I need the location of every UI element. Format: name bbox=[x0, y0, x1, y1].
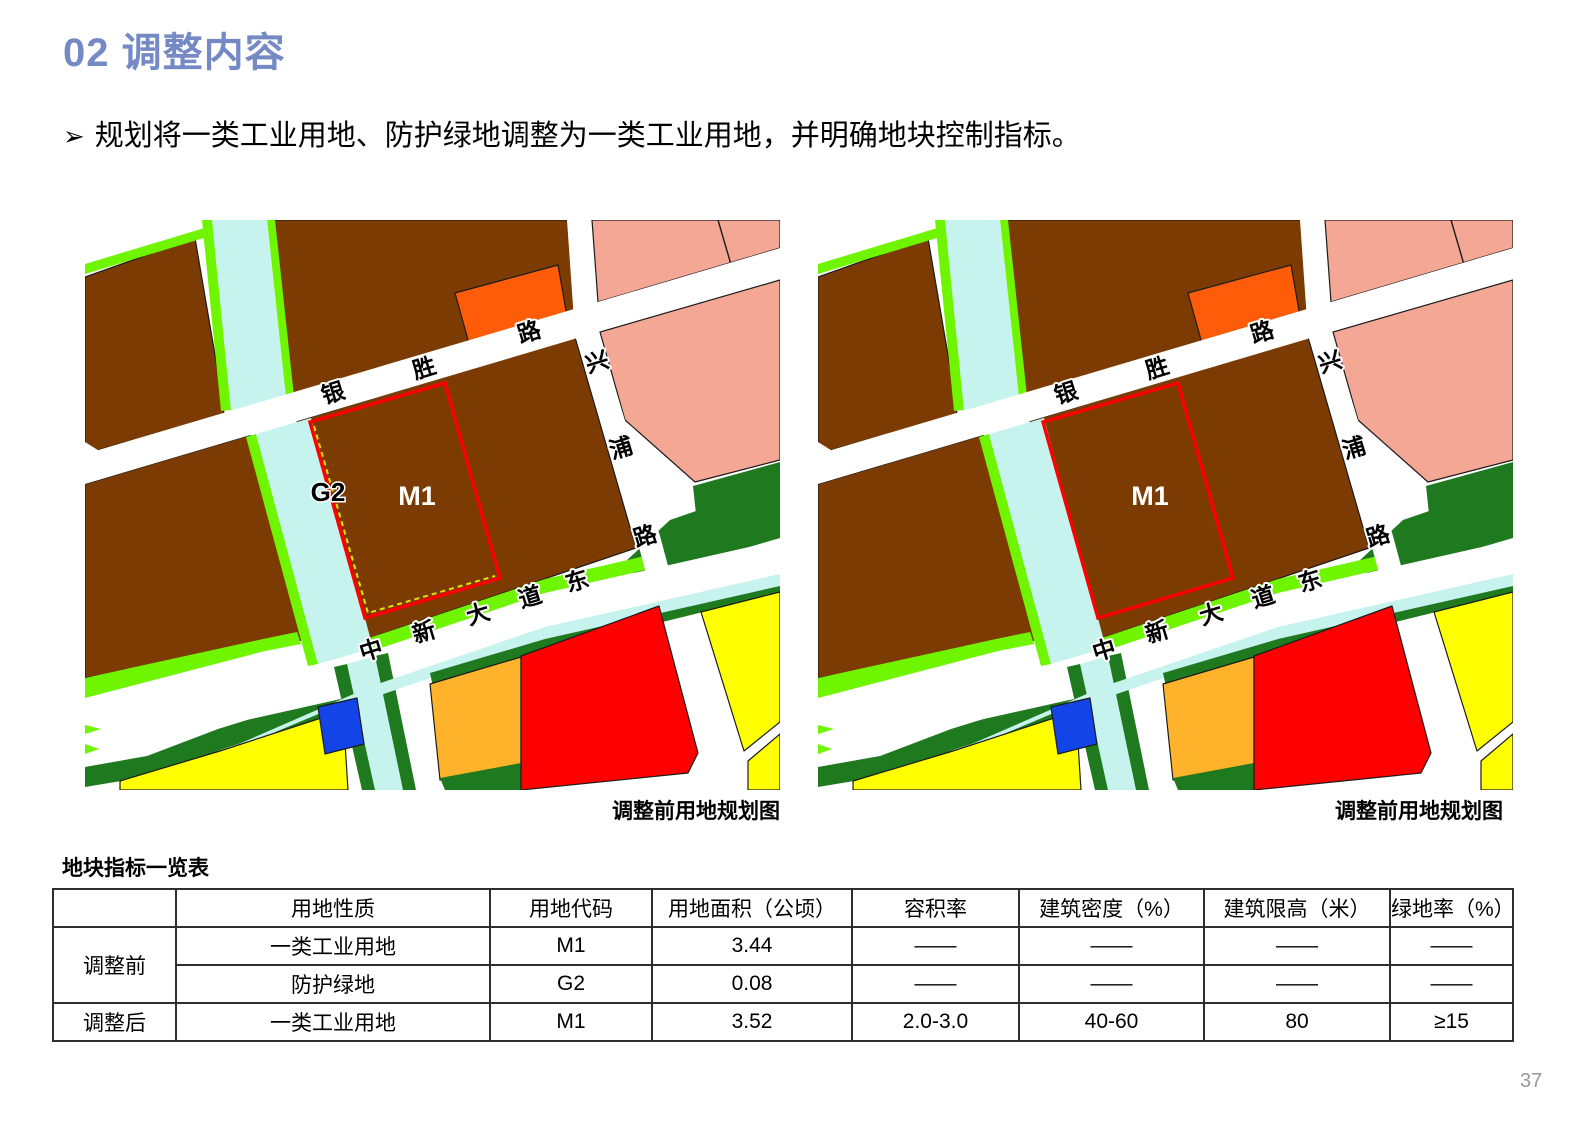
cell-group-after: 调整后 bbox=[52, 1002, 177, 1042]
header-blank bbox=[52, 888, 177, 928]
table-row: 调整前 一类工业用地 M1 3.44 —— —— —— —— bbox=[52, 926, 1514, 1004]
g2-zone-label: G2 bbox=[311, 477, 346, 507]
cell-far: —— bbox=[851, 926, 1020, 966]
m1-zone-label: M1 bbox=[398, 481, 436, 511]
header-use-code: 用地代码 bbox=[489, 888, 653, 928]
header-height-limit: 建筑限高（米） bbox=[1203, 888, 1391, 928]
cell-area: 0.08 bbox=[651, 964, 853, 1004]
cell-area: 3.52 bbox=[651, 1002, 853, 1042]
bullet-line: ➢ 规划将一类工业用地、防护绿地调整为一类工业用地，并明确地块控制指标。 bbox=[63, 112, 1081, 154]
cell-green: —— bbox=[1389, 926, 1514, 966]
cell-green: ≥15 bbox=[1389, 1002, 1514, 1042]
g2-boundary-dashed-line bbox=[313, 425, 496, 615]
table-row: 调整后 一类工业用地 M1 3.52 2.0-3.0 40-60 80 ≥15 bbox=[52, 1002, 1514, 1042]
m1-zone-label: M1 bbox=[1131, 481, 1169, 511]
cell-density: —— bbox=[1018, 926, 1205, 966]
cell-density: —— bbox=[1018, 964, 1205, 1004]
bullet-text: 规划将一类工业用地、防护绿地调整为一类工业用地，并明确地块控制指标。 bbox=[94, 120, 1081, 152]
map-after-svg: 银 胜 路 兴 浦 路 中 新 大 道 东 M1 bbox=[818, 220, 1513, 790]
cell-code: M1 bbox=[489, 926, 653, 966]
cell-code: G2 bbox=[489, 964, 653, 1004]
cell-far: 2.0-3.0 bbox=[851, 1002, 1020, 1042]
header-far: 容积率 bbox=[851, 888, 1020, 928]
cell-density: 40-60 bbox=[1018, 1002, 1205, 1042]
page-title: 02 调整内容 bbox=[63, 31, 286, 75]
header-area: 用地面积（公顷） bbox=[651, 888, 853, 928]
cell-height: —— bbox=[1203, 964, 1391, 1004]
table-title: 地块指标一览表 bbox=[62, 857, 209, 880]
table-row: 防护绿地 G2 0.08 —— —— —— —— bbox=[53, 964, 1514, 1004]
bullet-arrow-icon: ➢ bbox=[63, 121, 85, 151]
indicator-table: 用地性质 用地代码 用地面积（公顷） 容积率 建筑密度（%） 建筑限高（米） 绿… bbox=[52, 888, 1515, 1042]
table-header-row: 用地性质 用地代码 用地面积（公顷） 容积率 建筑密度（%） 建筑限高（米） 绿… bbox=[52, 888, 1515, 928]
map-before-svg: 银 胜 路 兴 浦 路 中 新 大 道 东 G2 M1 bbox=[85, 220, 780, 790]
cell-far: —— bbox=[851, 964, 1020, 1004]
page-number: 37 bbox=[1520, 1070, 1543, 1092]
map-before-adjustment: 银 胜 路 兴 浦 路 中 新 大 道 东 G2 M1 bbox=[85, 220, 780, 790]
cell-use: 一类工业用地 bbox=[175, 926, 491, 966]
cell-area: 3.44 bbox=[651, 926, 853, 966]
map-caption-left: 调整前用地规划图 bbox=[612, 800, 780, 823]
header-density: 建筑密度（%） bbox=[1018, 888, 1205, 928]
cell-group-before: 调整前 bbox=[52, 926, 177, 1004]
header-green-rate: 绿地率（%） bbox=[1389, 888, 1515, 928]
cell-use: 一类工业用地 bbox=[175, 1002, 491, 1042]
cell-green: —— bbox=[1389, 964, 1514, 1004]
cell-code: M1 bbox=[489, 1002, 653, 1042]
cell-use: 防护绿地 bbox=[175, 964, 491, 1004]
map-after-adjustment: 银 胜 路 兴 浦 路 中 新 大 道 东 M1 bbox=[818, 220, 1513, 790]
cell-height: —— bbox=[1203, 926, 1391, 966]
cell-height: 80 bbox=[1203, 1002, 1391, 1042]
header-use-nature: 用地性质 bbox=[175, 888, 491, 928]
map-caption-right: 调整前用地规划图 bbox=[1335, 800, 1503, 823]
